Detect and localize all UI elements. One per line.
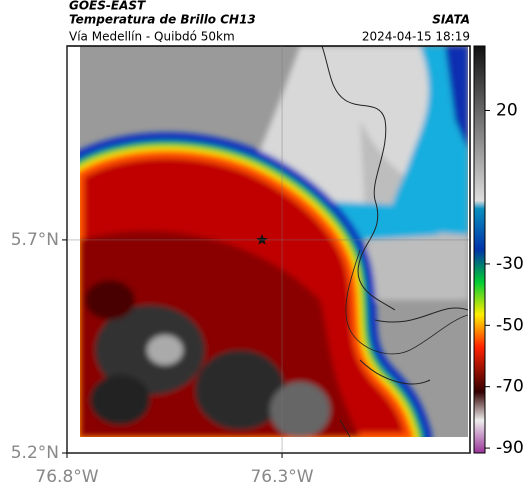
x-tick-label: 76.8°W xyxy=(35,467,98,487)
y-tick-label: 5.2°N xyxy=(11,443,59,463)
x-tick-label: 76.3°W xyxy=(250,467,313,487)
location-marker xyxy=(256,234,268,245)
datetime: 2024-04-15 18:19 xyxy=(362,30,470,44)
colorbar-tick-label: -70 xyxy=(496,377,524,397)
satellite-image xyxy=(80,46,468,437)
region: Vía Medellín - Quibdó 50km xyxy=(69,30,235,44)
y-tick-label: 5.7°N xyxy=(11,230,59,250)
colorbar-tick-label: 20 xyxy=(496,100,518,120)
product: Temperatura de Brillo CH13 xyxy=(69,13,256,27)
colorbar-tick-label: -90 xyxy=(496,438,524,458)
colorbar xyxy=(473,45,486,454)
colorbar-tick-label: -30 xyxy=(496,254,524,274)
satellite: GOES-EAST xyxy=(69,0,146,13)
colorbar-tick-label: -50 xyxy=(496,315,524,335)
source: SIATA xyxy=(432,13,470,27)
